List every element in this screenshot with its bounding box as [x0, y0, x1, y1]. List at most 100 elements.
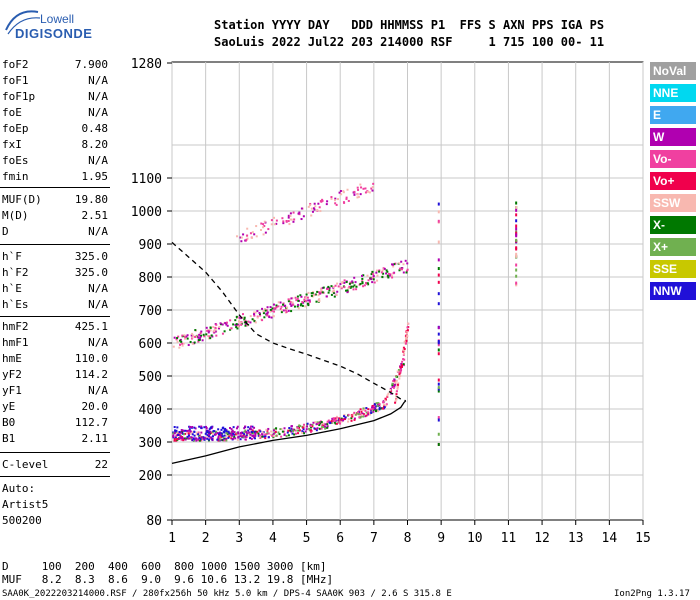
echo-point	[326, 426, 329, 429]
echo-point	[179, 434, 182, 437]
echo-point	[342, 190, 345, 193]
echo-point	[393, 378, 396, 381]
echo-point	[221, 323, 224, 326]
echo-point	[365, 407, 368, 410]
echo-point	[205, 425, 208, 428]
echo-point	[186, 429, 189, 432]
echo-point	[325, 295, 328, 298]
echo-point	[382, 401, 385, 404]
echo-point	[349, 286, 352, 289]
echo-point	[350, 417, 353, 420]
echo-point	[274, 429, 277, 432]
legend-item-sse: SSE	[650, 260, 696, 278]
echo-point	[285, 220, 288, 223]
echo-point	[390, 274, 393, 277]
echo-point	[218, 431, 221, 434]
echo-point	[284, 309, 287, 312]
echo-point	[406, 334, 409, 337]
echo-point	[209, 326, 212, 329]
echo-point	[515, 268, 518, 272]
echo-point	[209, 329, 212, 332]
echo-point	[401, 267, 404, 270]
echo-point	[372, 275, 375, 278]
echo-point	[198, 333, 201, 336]
y-tick-label: 1000	[131, 205, 162, 220]
echo-point	[192, 334, 195, 337]
echo-point	[437, 202, 440, 206]
echo-point	[221, 332, 224, 335]
echo-point	[341, 280, 344, 283]
echo-point	[361, 412, 364, 415]
echo-point	[240, 322, 243, 325]
echo-point	[367, 279, 370, 282]
echo-point	[275, 427, 278, 430]
echo-point	[208, 435, 211, 438]
echo-point	[399, 366, 402, 369]
echo-point	[362, 408, 365, 411]
param-value: 325.0	[74, 250, 108, 263]
echo-point	[203, 426, 206, 429]
echo-point	[181, 334, 184, 337]
echo-point	[403, 352, 406, 355]
echo-point	[187, 437, 190, 440]
echo-point	[244, 324, 247, 327]
echo-point	[266, 311, 269, 314]
param-value: 112.7	[74, 416, 108, 429]
echo-point	[301, 304, 304, 307]
echo-point	[298, 424, 301, 427]
echo-point	[249, 315, 252, 318]
echo-point	[273, 435, 276, 438]
echo-point	[246, 237, 249, 240]
echo-point	[181, 432, 184, 435]
echo-point	[201, 339, 204, 342]
echo-point	[405, 336, 408, 339]
param-row: fmin 1.95	[2, 170, 108, 185]
echo-point	[182, 429, 185, 432]
echo-point	[209, 430, 212, 433]
echo-point	[351, 415, 354, 418]
echo-point	[342, 418, 345, 421]
echo-point	[217, 439, 220, 442]
echo-point	[346, 291, 349, 294]
echo-point	[402, 358, 405, 361]
echo-point	[257, 434, 260, 437]
x-tick-label: 9	[437, 531, 445, 546]
echo-point	[304, 430, 307, 433]
echo-point	[378, 270, 381, 273]
echo-point	[347, 418, 350, 421]
echo-point	[297, 432, 300, 435]
echo-point	[228, 435, 231, 438]
echo-point	[246, 432, 249, 435]
echo-point	[248, 431, 251, 434]
echo-point	[308, 299, 311, 302]
echo-point	[212, 326, 215, 329]
echo-point	[238, 321, 241, 324]
echo-point	[287, 309, 290, 312]
echo-point	[350, 419, 353, 422]
echo-point	[400, 362, 403, 365]
echo-point	[367, 413, 370, 416]
echo-point	[234, 437, 237, 440]
echo-point	[264, 308, 267, 311]
legend-item-nnw: NNW	[650, 282, 696, 300]
echo-point	[219, 438, 222, 441]
param-name: foF1p	[2, 90, 36, 103]
echo-point	[251, 429, 254, 432]
param-row: C-level 22	[2, 458, 108, 473]
echo-point	[361, 282, 364, 285]
x-tick-labels: 1 2 3 4 5 6 7 8 9 10 11 12 13 14 15	[168, 520, 651, 546]
echo-point	[375, 409, 378, 412]
echo-point	[176, 426, 179, 429]
echo-point	[326, 420, 329, 423]
echo-point	[264, 433, 267, 436]
echo-point	[301, 431, 304, 434]
legend-item-noval: NoVal	[650, 62, 696, 80]
echo-point	[312, 294, 315, 297]
echo-point	[390, 392, 393, 395]
echo-point	[289, 218, 292, 221]
param-name: C-level	[2, 458, 49, 471]
legend-item-x-: X-	[650, 216, 696, 234]
echo-point	[400, 260, 403, 263]
echo-point	[197, 336, 200, 339]
auto-label: Auto:	[2, 482, 36, 495]
